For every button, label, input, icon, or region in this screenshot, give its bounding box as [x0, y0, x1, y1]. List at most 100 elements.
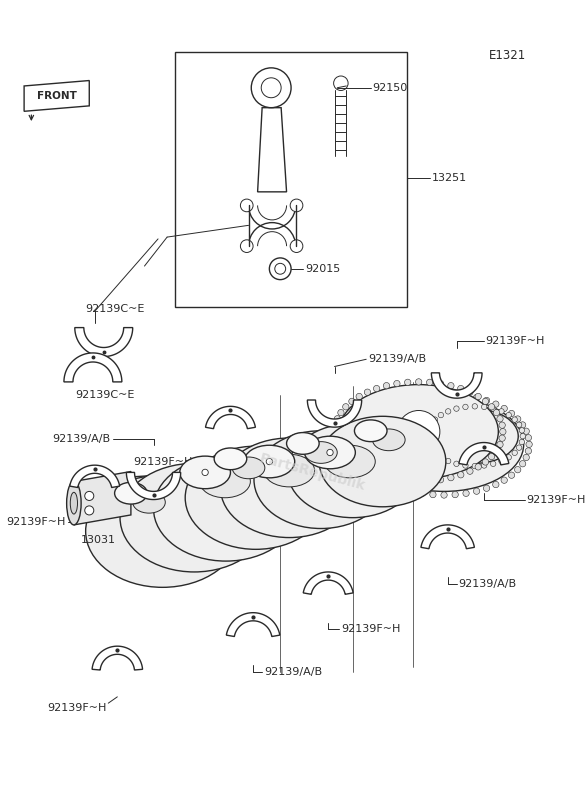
Circle shape — [356, 394, 362, 400]
Circle shape — [493, 410, 500, 416]
Ellipse shape — [185, 446, 326, 550]
Circle shape — [327, 450, 333, 456]
Circle shape — [497, 416, 503, 422]
Circle shape — [446, 409, 451, 414]
Ellipse shape — [355, 420, 387, 442]
Circle shape — [463, 462, 468, 468]
Polygon shape — [92, 646, 143, 670]
Text: 92139F~H: 92139F~H — [133, 457, 193, 466]
Circle shape — [475, 464, 481, 470]
Ellipse shape — [70, 492, 77, 514]
Circle shape — [241, 199, 253, 212]
Circle shape — [394, 477, 400, 483]
Polygon shape — [421, 525, 474, 549]
Circle shape — [492, 482, 499, 488]
Circle shape — [497, 442, 503, 448]
Circle shape — [472, 463, 477, 469]
Text: 92139F~H: 92139F~H — [527, 494, 586, 505]
Circle shape — [454, 406, 459, 411]
Circle shape — [373, 410, 380, 417]
Circle shape — [373, 472, 380, 478]
Circle shape — [452, 491, 458, 498]
Circle shape — [334, 416, 340, 422]
Circle shape — [474, 394, 480, 401]
Circle shape — [261, 78, 281, 98]
Circle shape — [500, 429, 506, 435]
Circle shape — [525, 448, 532, 454]
Ellipse shape — [325, 446, 375, 478]
Polygon shape — [24, 81, 89, 111]
Polygon shape — [459, 442, 509, 465]
Circle shape — [463, 392, 469, 398]
Text: 92015: 92015 — [306, 264, 341, 274]
Circle shape — [425, 439, 430, 445]
Circle shape — [356, 448, 363, 454]
Circle shape — [481, 404, 487, 410]
Circle shape — [331, 429, 338, 435]
Circle shape — [365, 389, 370, 395]
Text: 92150: 92150 — [373, 82, 408, 93]
Circle shape — [492, 401, 499, 407]
Circle shape — [499, 435, 505, 442]
Ellipse shape — [365, 398, 524, 491]
Ellipse shape — [288, 423, 418, 518]
Circle shape — [85, 506, 94, 515]
Text: 92139/A/B: 92139/A/B — [264, 666, 322, 677]
Ellipse shape — [264, 454, 315, 487]
Ellipse shape — [154, 456, 298, 561]
Polygon shape — [75, 327, 133, 357]
Circle shape — [269, 258, 291, 280]
Circle shape — [424, 434, 430, 439]
Circle shape — [454, 461, 459, 466]
Circle shape — [515, 466, 521, 473]
Circle shape — [501, 406, 507, 412]
Circle shape — [333, 76, 348, 90]
Circle shape — [463, 404, 468, 410]
Circle shape — [484, 485, 490, 491]
Circle shape — [448, 382, 454, 389]
Text: E1321: E1321 — [489, 49, 527, 62]
Text: 13031: 13031 — [80, 535, 116, 546]
Circle shape — [241, 240, 253, 253]
Circle shape — [409, 488, 414, 494]
Text: 92139F~H: 92139F~H — [6, 517, 66, 527]
Circle shape — [85, 491, 94, 501]
Circle shape — [483, 398, 488, 405]
Ellipse shape — [305, 442, 338, 463]
Circle shape — [467, 389, 473, 395]
Circle shape — [430, 491, 436, 498]
Polygon shape — [258, 108, 286, 192]
Ellipse shape — [120, 463, 268, 572]
Circle shape — [362, 461, 369, 467]
Circle shape — [251, 68, 291, 108]
Circle shape — [404, 379, 411, 386]
Circle shape — [441, 390, 447, 397]
Circle shape — [491, 406, 496, 411]
Circle shape — [506, 412, 511, 418]
Circle shape — [483, 459, 488, 465]
Polygon shape — [126, 473, 181, 499]
Ellipse shape — [232, 457, 265, 478]
Circle shape — [488, 454, 495, 460]
Circle shape — [517, 422, 522, 427]
Circle shape — [472, 404, 477, 409]
Circle shape — [356, 441, 362, 447]
Circle shape — [512, 450, 517, 455]
Circle shape — [428, 445, 433, 450]
Circle shape — [404, 478, 411, 484]
Circle shape — [481, 462, 487, 468]
Circle shape — [356, 464, 362, 470]
Circle shape — [389, 482, 396, 488]
Circle shape — [359, 454, 365, 461]
Text: 92139F~H: 92139F~H — [47, 702, 106, 713]
Circle shape — [202, 470, 208, 475]
Circle shape — [338, 447, 344, 454]
Circle shape — [515, 416, 521, 422]
Polygon shape — [227, 613, 280, 637]
Polygon shape — [308, 400, 362, 427]
Circle shape — [409, 394, 414, 401]
Circle shape — [373, 472, 380, 478]
Circle shape — [452, 391, 458, 398]
Circle shape — [437, 477, 444, 483]
Circle shape — [463, 490, 469, 497]
